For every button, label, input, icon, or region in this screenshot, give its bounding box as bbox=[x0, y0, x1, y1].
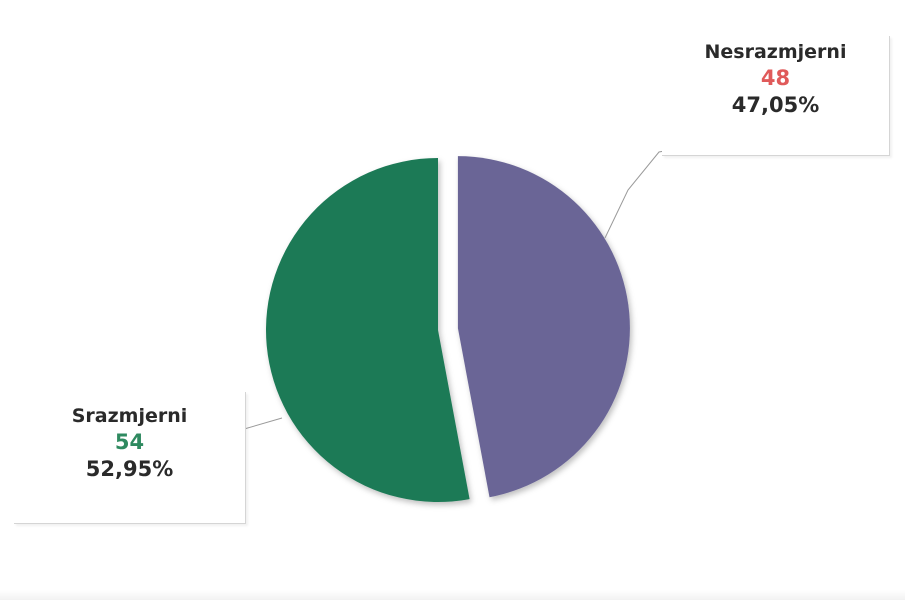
nesrazmjerni-value-label: 48 bbox=[760, 65, 791, 90]
nesrazmjerni-percent-label: 47,05% bbox=[731, 92, 820, 117]
nesrazmjerni-data-label: Nesrazmjerni 48 47,05% bbox=[662, 36, 890, 156]
srazmjerni-data-label: Srazmjerni 54 52,95% bbox=[14, 392, 246, 524]
srazmjerni-percent-label: 52,95% bbox=[85, 456, 174, 481]
bottom-edge-strip bbox=[0, 590, 905, 600]
nesrazmjerni-name-label: Nesrazmjerni bbox=[704, 41, 847, 63]
srazmjerni-name-label: Srazmjerni bbox=[71, 405, 188, 427]
nesrazmjerni-slice bbox=[457, 156, 630, 498]
srazmjerni-value-label: 54 bbox=[114, 429, 145, 454]
srazmjerni-slice bbox=[265, 158, 470, 502]
nesrazmjerni-leader-line bbox=[604, 149, 671, 239]
